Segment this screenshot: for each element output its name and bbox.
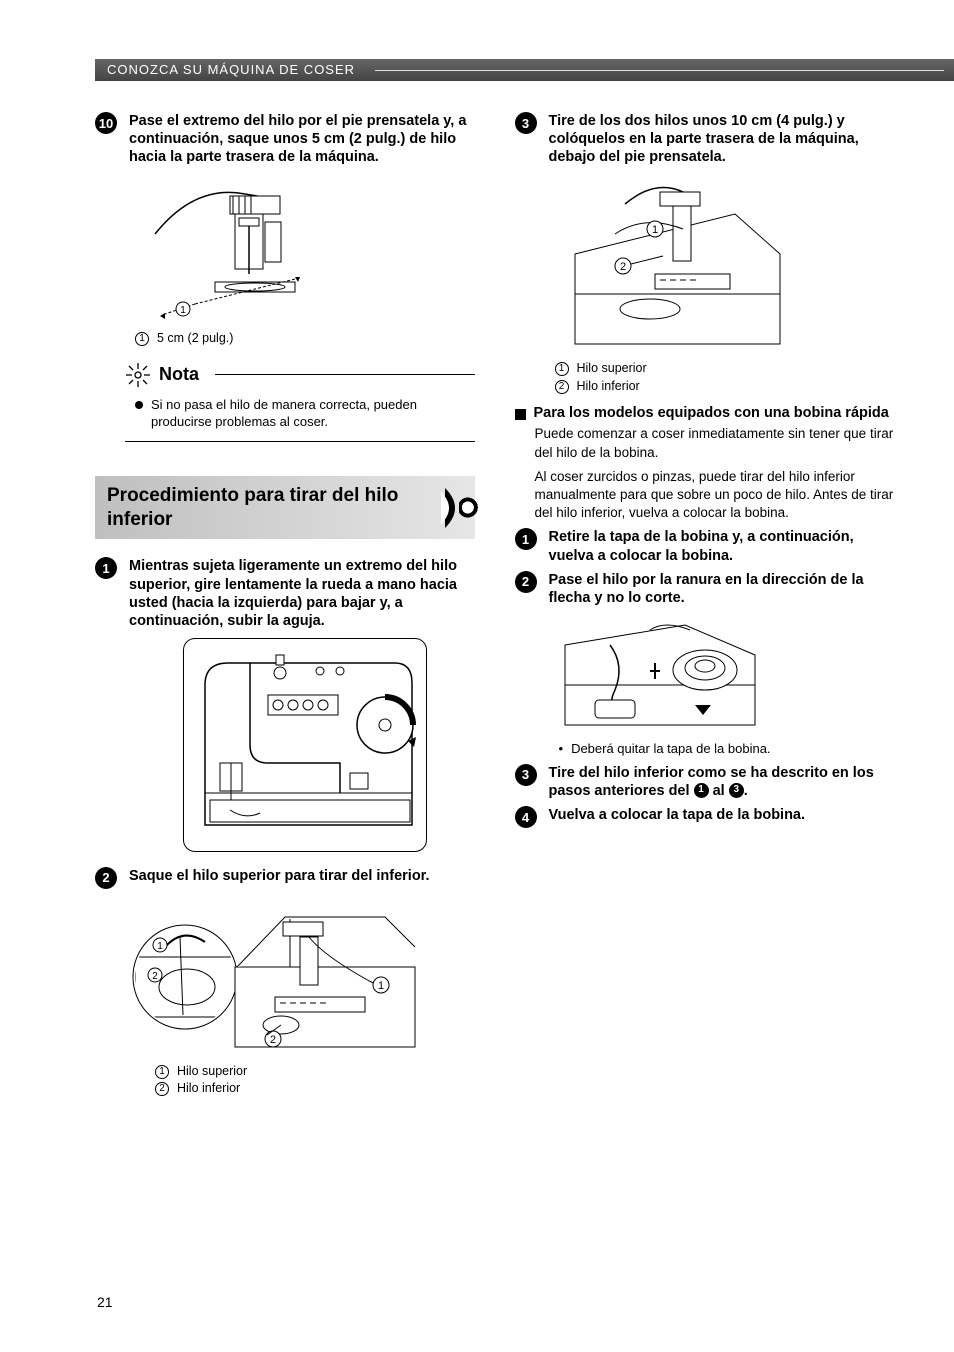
svg-text:1: 1 [157,941,163,952]
step-a2: 2 Saque el hilo superior para tirar del … [95,867,475,889]
step-a2-text: Saque el hilo superior para tirar del in… [129,867,475,889]
header-rule [375,70,944,71]
step-10-text: Pase el extremo del hilo por el pie pren… [129,112,475,166]
presser-foot-illustration: 1 [135,174,345,324]
step-10-badge: 10 [95,112,123,166]
subheading-text: Para los modelos equipados con una bobin… [534,405,889,421]
legend-step10: 1 5 cm (2 pulg.) [135,330,475,348]
step-c2: 2 Pase el hilo por la ranura en la direc… [515,571,895,607]
ring-1-icon: 1 [135,332,149,346]
nota-burst-icon [125,362,151,388]
legend-b-2: Hilo inferior [577,378,640,396]
left-column: 10 Pase el extremo del hilo por el pie p… [95,112,475,1292]
figure-bobbin-slot [555,615,895,735]
nota-label: Nota [159,364,199,385]
section-title: Procedimiento para tirar del hilo inferi… [107,485,398,530]
svg-text:1: 1 [378,980,384,992]
figure-presser-foot: 1 [135,174,475,324]
figure-two-threads: 1 2 [555,174,895,354]
step-c2-text: Pase el hilo por la ranura en la direcci… [549,571,895,607]
step-10: 10 Pase el extremo del hilo por el pie p… [95,112,475,166]
nota-heading: Nota [125,362,475,388]
legend-b-1: Hilo superior [577,360,647,378]
nota-text: Si no pasa el hilo de manera correcta, p… [151,396,469,431]
svg-text:1: 1 [180,305,186,316]
svg-text:2: 2 [270,1034,276,1046]
step-c1-badge: 1 [515,528,543,564]
nota-top-rule [215,374,475,375]
step-a1-text: Mientras sujeta ligeramente un extremo d… [129,557,475,630]
legend-b: 1 Hilo superior 2 Hilo inferior [555,360,895,395]
thread-pull-illustration: 1 2 1 2 [125,897,425,1057]
step-c3-text-b: al [709,783,729,799]
step-c1: 1 Retire la tapa de la bobina y, a conti… [515,528,895,564]
svg-text:1: 1 [651,224,657,236]
square-bullet-icon [515,409,526,420]
step-c3: 3 Tire del hilo inferior como se ha desc… [515,764,895,800]
legend-step10-1: 5 cm (2 pulg.) [157,330,233,348]
section-deco-icon [439,486,467,530]
page-number: 21 [97,1294,113,1310]
step-b3: 3 Tire de los dos hilos unos 10 cm (4 pu… [515,112,895,166]
bobbin-slot-illustration [555,615,765,735]
mini-bullet-dot-icon: • [559,741,564,756]
step-c3-badge: 3 [515,764,543,800]
body-text-1: Puede comenzar a coser inmediatamente si… [535,425,895,461]
figure-thread-pull: 1 2 1 2 [125,897,475,1057]
step-c4: 4 Vuelva a colocar la tapa de la bobina. [515,806,895,828]
section-heading: Procedimiento para tirar del hilo inferi… [95,476,475,540]
subheading-quick-bobbin: Para los modelos equipados con una bobin… [515,405,895,421]
step-c3-text-c: . [744,783,748,799]
ring-1-icon: 1 [555,362,569,376]
step-a1-badge: 1 [95,557,123,630]
inline-badge-3: 3 [729,783,744,798]
sewing-machine-illustration [190,645,420,845]
step-a2-badge: 2 [95,867,123,889]
step-c1-text: Retire la tapa de la bobina y, a continu… [549,528,895,564]
ring-2-icon: 2 [155,1082,169,1096]
ring-2-icon: 2 [555,380,569,394]
page-body: 10 Pase el extremo del hilo por el pie p… [95,112,894,1292]
step-c4-badge: 4 [515,806,543,828]
legend-a-1: Hilo superior [177,1063,247,1081]
mini-bullet: • Deberá quitar la tapa de la bobina. [559,741,895,756]
svg-text:2: 2 [619,261,625,273]
legend-a: 1 Hilo superior 2 Hilo inferior [155,1063,475,1098]
bullet-dot-icon [135,401,143,409]
step-c2-badge: 2 [515,571,543,607]
inline-badge-1: 1 [694,783,709,798]
step-a1: 1 Mientras sujeta ligeramente un extremo… [95,557,475,630]
step-b3-badge: 3 [515,112,543,166]
step-c3-text: Tire del hilo inferior como se ha descri… [549,764,895,800]
mini-bullet-text: Deberá quitar la tapa de la bobina. [571,741,770,756]
right-column: 3 Tire de los dos hilos unos 10 cm (4 pu… [515,112,895,1292]
nota-body: Si no pasa el hilo de manera correcta, p… [125,388,475,442]
body-text-2: Al coser zurcidos o pinzas, puede tirar … [535,468,895,523]
step-c4-text: Vuelva a colocar la tapa de la bobina. [549,806,895,828]
header-text: CONOZCA SU MÁQUINA DE COSER [107,62,355,77]
nota-box: Nota Si no pasa el hilo de manera correc… [125,362,475,442]
two-threads-illustration: 1 2 [555,174,785,354]
ring-1-icon: 1 [155,1065,169,1079]
figure-machine [135,638,475,857]
header-bar: CONOZCA SU MÁQUINA DE COSER [95,59,954,81]
step-b3-text: Tire de los dos hilos unos 10 cm (4 pulg… [549,112,895,166]
svg-text:2: 2 [152,971,158,982]
legend-a-2: Hilo inferior [177,1080,240,1098]
